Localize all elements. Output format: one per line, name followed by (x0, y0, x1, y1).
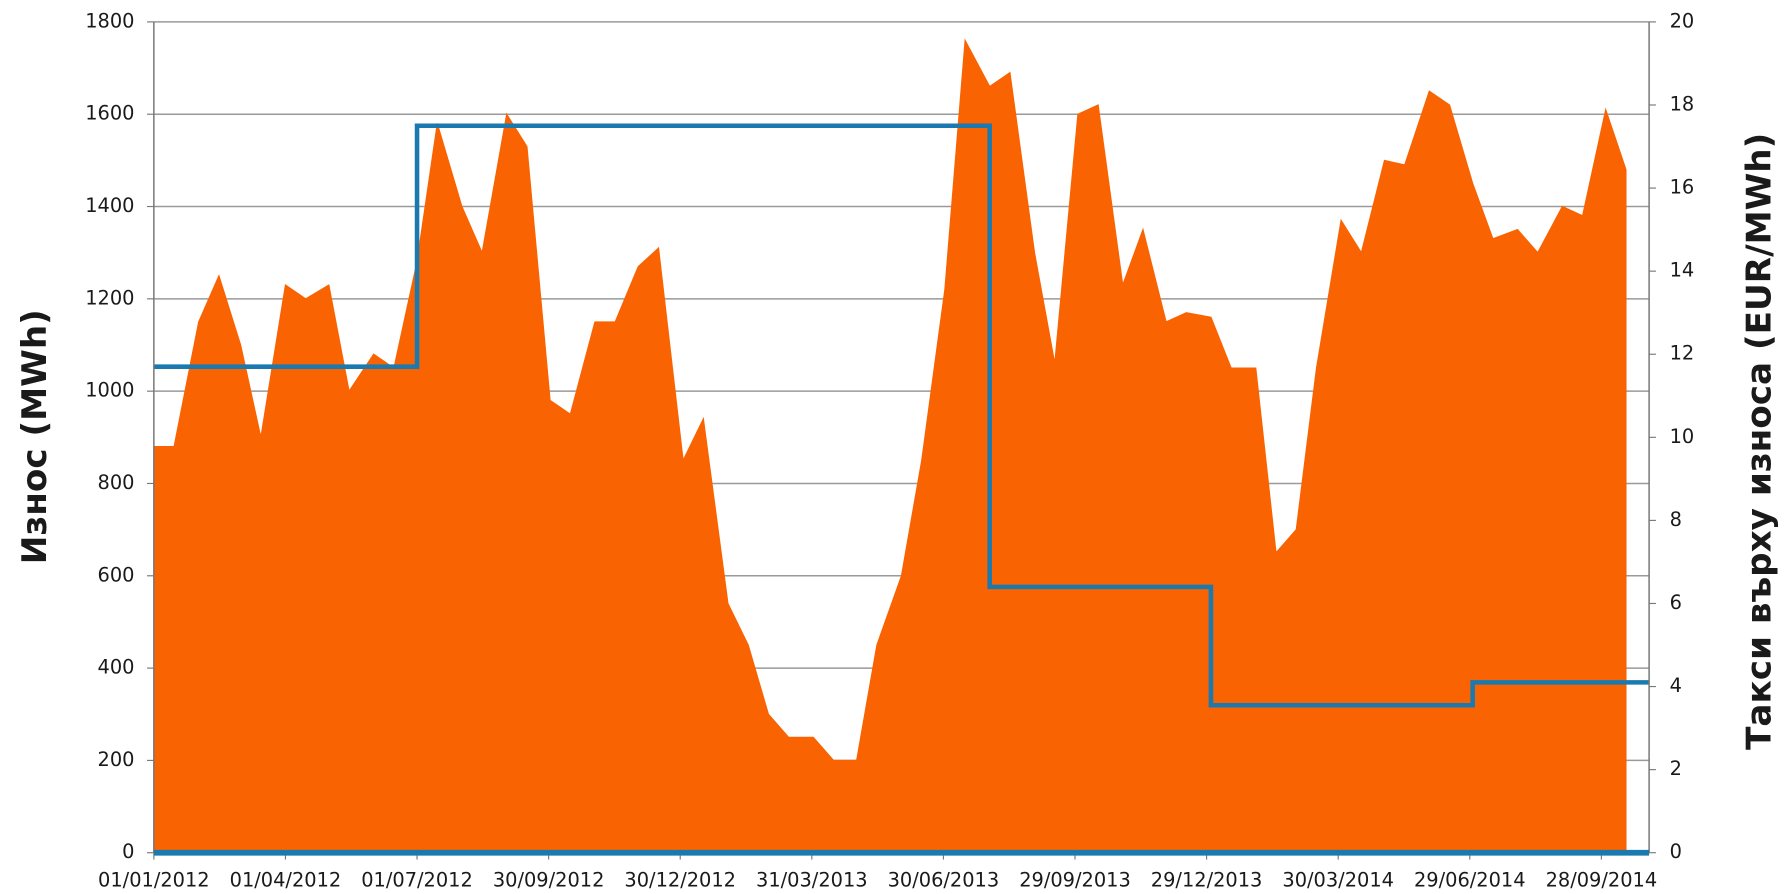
y-tick-label: 1400 (85, 194, 134, 217)
y-tick-label: 1800 (85, 9, 134, 32)
y2-tick-label: 20 (1670, 9, 1695, 32)
y-tick-label: 600 (98, 563, 135, 586)
export-area (153, 38, 1627, 854)
y-tick-label: 1000 (85, 379, 134, 402)
x-tick-label: 29/12/2013 (1151, 869, 1263, 892)
y-axis-title: Износ (MWh) (15, 309, 55, 564)
y2-axis-title: Такси върху износа (EUR/MWh) (1739, 133, 1779, 750)
y-tick-label: 200 (98, 748, 135, 771)
y-tick-label: 0 (122, 840, 134, 863)
y-tick-label: 1200 (85, 286, 134, 309)
y-tick-label: 400 (98, 656, 135, 679)
x-tick-label: 29/09/2013 (1019, 869, 1131, 892)
x-tick-label: 29/06/2014 (1414, 869, 1526, 892)
y2-tick-label: 14 (1670, 259, 1695, 282)
x-tick-label: 30/12/2012 (624, 869, 736, 892)
x-tick-label: 01/07/2012 (361, 869, 473, 892)
x-tick-label: 31/03/2013 (756, 869, 868, 892)
y2-tick-label: 0 (1670, 840, 1682, 863)
y2-tick-label: 18 (1670, 92, 1695, 115)
y-tick-label: 800 (98, 471, 135, 494)
y2-tick-label: 8 (1670, 508, 1682, 531)
x-tick-label: 28/09/2014 (1546, 869, 1658, 892)
x-tick-label: 30/09/2012 (493, 869, 605, 892)
y2-tick-label: 4 (1670, 674, 1682, 697)
y2-tick-label: 12 (1670, 342, 1695, 365)
y2-tick-label: 6 (1670, 591, 1682, 614)
y-tick-label: 1600 (85, 102, 134, 125)
x-tick-label: 01/01/2012 (98, 869, 210, 892)
y2-tick-label: 2 (1670, 757, 1682, 780)
y2-tick-label: 16 (1670, 176, 1695, 199)
y2-tick-label: 10 (1670, 425, 1695, 448)
fee-line (153, 123, 1650, 708)
x-tick-label: 30/03/2014 (1282, 869, 1394, 892)
x-tick-label: 30/06/2013 (888, 869, 1000, 892)
x-tick-label: 01/04/2012 (230, 869, 342, 892)
